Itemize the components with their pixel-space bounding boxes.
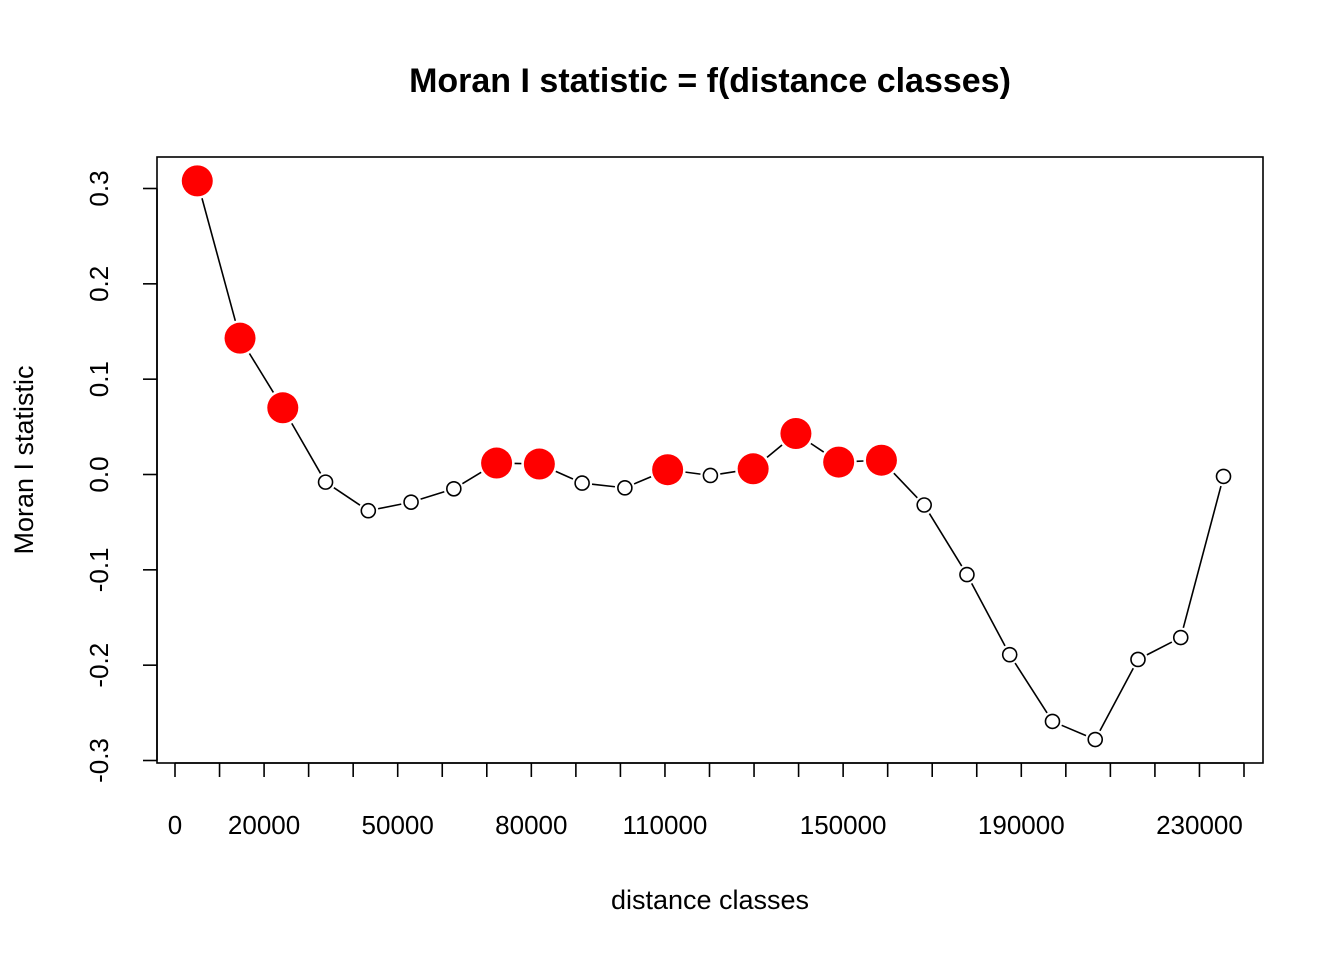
- series-segment: [766, 444, 783, 458]
- series-segment: [893, 472, 918, 499]
- y-tick-label: 0.3: [84, 170, 114, 206]
- significant-point: [481, 447, 513, 479]
- data-point: [702, 467, 719, 484]
- moran-series: [181, 165, 1232, 748]
- x-axis-label: distance classes: [611, 885, 809, 915]
- significant-point: [523, 448, 555, 480]
- x-axis: 0 20000 50000 80000 110000 150000 190000 230000: [168, 762, 1245, 840]
- series-segment: [970, 583, 1006, 647]
- data-point: [403, 494, 419, 510]
- x-tick-label: 230000: [1156, 810, 1243, 840]
- data-point: [916, 497, 932, 513]
- series-segment: [377, 503, 402, 510]
- x-tick-label: 20000: [228, 810, 300, 840]
- data-point: [1087, 731, 1104, 748]
- y-tick-label: 0.0: [84, 456, 114, 492]
- y-tick-label: 0.2: [84, 266, 114, 302]
- series-segment: [201, 198, 237, 322]
- series-segment: [685, 471, 701, 475]
- series-segment: [633, 476, 652, 485]
- significant-point: [181, 165, 213, 197]
- data-point: [1044, 713, 1061, 730]
- data-point: [1130, 651, 1146, 668]
- series-segment: [928, 513, 963, 567]
- data-point: [574, 475, 590, 491]
- data-point: [1172, 629, 1189, 646]
- data-point: [617, 480, 633, 496]
- series-segment: [720, 470, 736, 475]
- series-segment: [291, 422, 322, 474]
- plot-frame: [156, 156, 1264, 764]
- x-tick-label: 150000: [800, 810, 887, 840]
- y-axis-label: Moran I statistic: [9, 365, 39, 554]
- y-axis: -0.3 -0.2 -0.1 0.0 0.1 0.2 0.3: [84, 170, 158, 783]
- series-segment: [461, 471, 482, 485]
- x-tick-label: 190000: [978, 810, 1065, 840]
- significant-point: [737, 453, 769, 485]
- series-segment: [1099, 667, 1134, 732]
- significant-point: [823, 446, 855, 478]
- data-point: [1001, 646, 1018, 663]
- significant-point: [224, 322, 256, 354]
- series-segment: [810, 442, 825, 453]
- x-tick-label: 50000: [362, 810, 434, 840]
- series-segment: [555, 470, 574, 480]
- x-tick-label: 80000: [495, 810, 567, 840]
- significant-point: [865, 444, 897, 476]
- data-point: [360, 502, 377, 519]
- significant-point: [780, 418, 812, 450]
- significant-point: [267, 392, 299, 424]
- series-segment: [1182, 485, 1222, 629]
- x-tick-label: 110000: [623, 810, 708, 840]
- series-segment: [420, 491, 445, 500]
- data-point: [317, 474, 334, 490]
- significant-point: [652, 454, 684, 486]
- x-tick-label: 0: [168, 810, 182, 840]
- chart-title: Moran I statistic = f(distance classes): [409, 62, 1011, 100]
- series-segment: [333, 487, 361, 506]
- series-segment: [1146, 641, 1173, 656]
- y-tick-label: -0.2: [84, 643, 114, 688]
- series-segment: [248, 353, 275, 393]
- series-segment: [1061, 724, 1087, 737]
- data-point: [959, 566, 975, 583]
- y-tick-label: -0.1: [84, 547, 114, 592]
- y-tick-label: 0.1: [84, 361, 114, 397]
- data-point: [446, 480, 462, 497]
- series-segment: [1014, 662, 1048, 714]
- y-tick-label: -0.3: [84, 738, 114, 783]
- series-segment: [591, 483, 616, 488]
- data-point: [1215, 468, 1232, 485]
